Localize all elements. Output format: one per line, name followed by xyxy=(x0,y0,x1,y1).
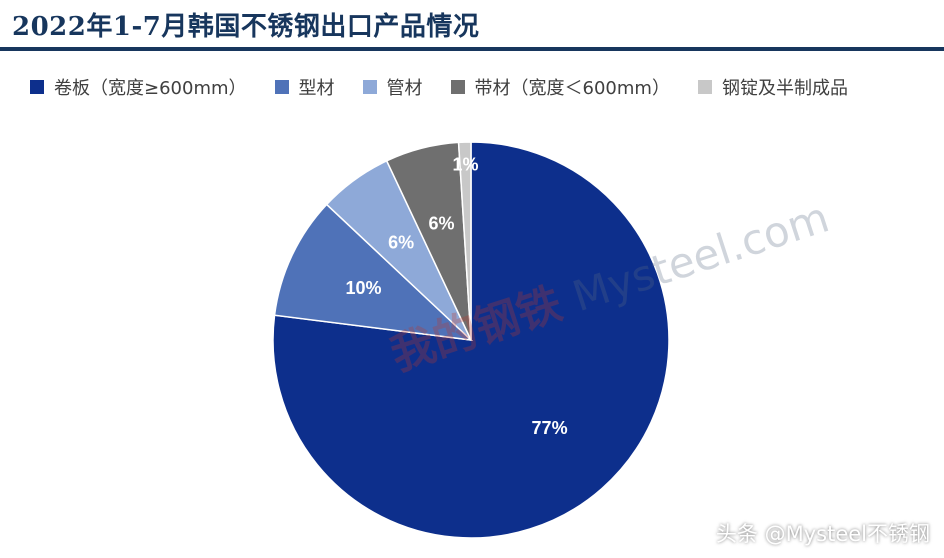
legend-label: 型材 xyxy=(298,78,335,99)
source-attribution: 头条 @Mysteel不锈钢 xyxy=(715,522,930,546)
legend-swatch xyxy=(697,80,712,94)
chart-title: 2022年1-7月韩国不锈钢出口产品情况 xyxy=(12,12,480,42)
pie-slice xyxy=(457,141,472,341)
legend: 卷板（宽度≥600mm） 型材 管材 带材（宽度＜600mm） 钢锭及半制成品 xyxy=(30,74,848,100)
pie-data-label: 6% xyxy=(388,233,414,253)
legend-item: 带材（宽度＜600mm） xyxy=(450,74,670,100)
legend-label: 管材 xyxy=(386,78,423,99)
legend-item: 钢锭及半制成品 xyxy=(697,74,848,100)
legend-swatch xyxy=(274,80,289,94)
pie-data-label: 6% xyxy=(428,214,454,234)
legend-label: 带材（宽度＜600mm） xyxy=(474,78,670,99)
legend-swatch xyxy=(450,80,465,94)
legend-swatch xyxy=(362,80,377,94)
legend-item: 型材 xyxy=(274,74,335,100)
legend-label: 卷板（宽度≥600mm） xyxy=(54,78,247,99)
legend-item: 管材 xyxy=(362,74,423,100)
legend-swatch xyxy=(30,80,44,94)
pie-data-label: 1% xyxy=(453,155,479,175)
title-divider xyxy=(0,47,944,51)
pie-data-label: 10% xyxy=(345,278,381,298)
pie-data-label: 77% xyxy=(532,418,568,438)
legend-label: 钢锭及半制成品 xyxy=(721,78,848,99)
legend-item: 卷板（宽度≥600mm） xyxy=(30,74,247,100)
pie-slice xyxy=(272,141,670,539)
pie-slice xyxy=(273,203,474,342)
